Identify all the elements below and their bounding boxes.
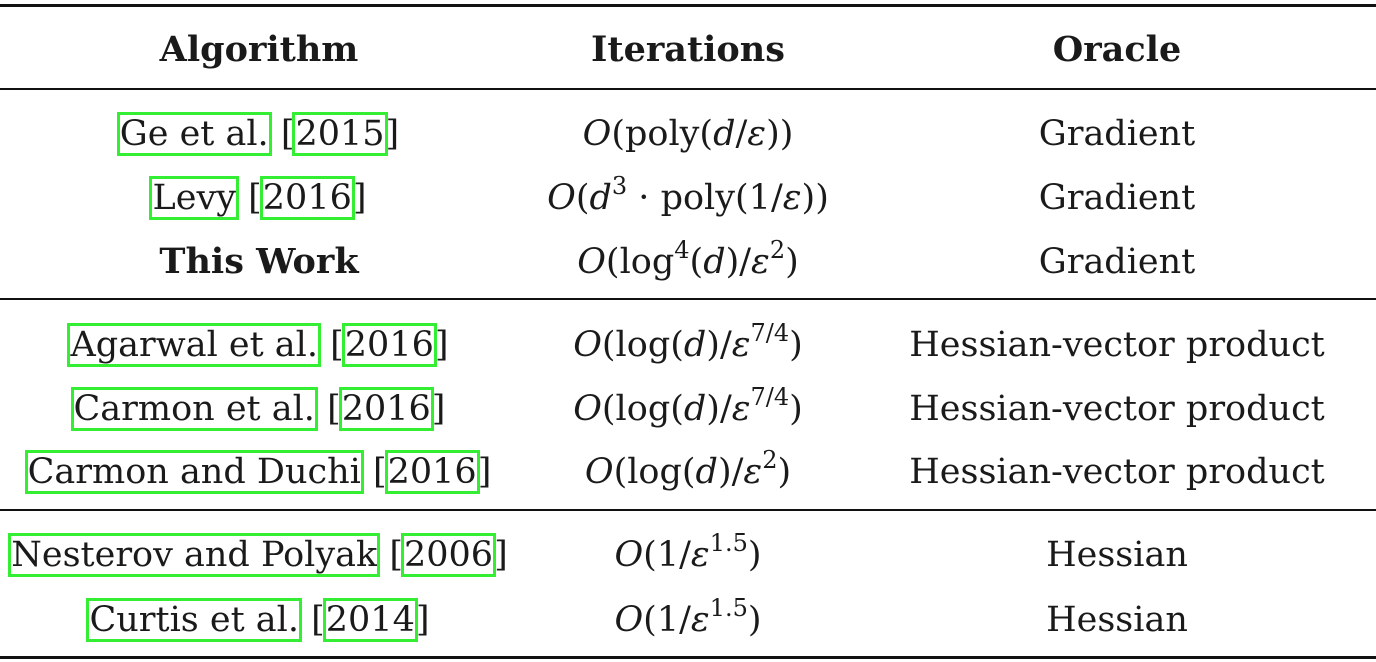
header-iterations: Iterations	[591, 29, 785, 70]
iterations-cell: O(log(d)/ε2)	[584, 446, 792, 492]
table-row: Levy [2016] O(d3 · poly(1/ε)) Gradient	[0, 172, 1376, 224]
iterations-cell: O(1/ε1.5)	[614, 529, 762, 575]
author-link[interactable]: Carmon and Duchi	[24, 450, 364, 494]
author-link[interactable]: Curtis et al.	[86, 598, 302, 642]
algorithm-cell: This Work	[159, 241, 359, 282]
bracket-close: ]	[415, 600, 430, 640]
year-link[interactable]: 2016	[384, 450, 480, 494]
iterations-cell: O(d3 · poly(1/ε))	[547, 172, 829, 218]
year-link[interactable]: 2015	[292, 112, 388, 156]
author-link[interactable]: Carmon et al.	[70, 387, 318, 431]
algorithm-cell: Agarwal et al. [2016]	[0, 319, 518, 371]
bracket-close: ]	[385, 114, 400, 154]
table-row: Carmon and Duchi [2016] O(log(d)/ε2) Hes…	[0, 446, 1376, 498]
oracle-cell: Hessian	[1046, 535, 1188, 575]
oracle-cell: Gradient	[1038, 114, 1196, 154]
iterations-cell: O(log(d)/ε7/4)	[573, 383, 803, 429]
year-link[interactable]: 2016	[341, 323, 437, 367]
bracket-open: [	[269, 114, 295, 154]
iterations-cell: O(1/ε1.5)	[614, 594, 762, 640]
author-link[interactable]: Agarwal et al.	[67, 323, 321, 367]
bracket-close: ]	[494, 535, 508, 575]
author-link[interactable]: Nesterov and Polyak	[8, 533, 381, 577]
table-header: Algorithm Iterations Oracle	[0, 24, 1376, 76]
algorithm-cell: Carmon et al. [2016]	[0, 383, 518, 435]
year-link[interactable]: 2016	[338, 387, 434, 431]
bracket-close: ]	[434, 325, 449, 365]
algorithm-cell: Levy [2016]	[0, 172, 518, 224]
table-row: Carmon et al. [2016] O(log(d)/ε7/4) Hess…	[0, 383, 1376, 435]
header-oracle: Oracle	[1052, 29, 1182, 70]
algorithm-cell: Carmon and Duchi [2016]	[0, 446, 518, 498]
table-row: Curtis et al. [2014] O(1/ε1.5) Hessian	[0, 594, 1376, 646]
iterations-cell: O(log(d)/ε7/4)	[573, 319, 803, 365]
oracle-cell: Gradient	[1038, 242, 1196, 282]
oracle-cell: Hessian-vector product	[909, 452, 1325, 492]
oracle-cell: Gradient	[1038, 178, 1196, 218]
year-link[interactable]: 2014	[322, 598, 418, 642]
algorithm-cell: Ge et al. [2015]	[0, 108, 518, 160]
group-rule-1	[0, 298, 1376, 300]
year-link[interactable]: 2016	[259, 176, 355, 220]
table-row: Ge et al. [2015] O(poly(d/ε)) Gradient	[0, 108, 1376, 160]
oracle-cell: Hessian-vector product	[909, 389, 1325, 429]
bracket-open: [	[361, 452, 387, 492]
year-link[interactable]: 2006	[400, 533, 497, 577]
header-rule	[0, 88, 1376, 90]
author-link[interactable]: Ge et al.	[116, 112, 272, 156]
top-rule	[0, 4, 1376, 7]
table-row: Agarwal et al. [2016] O(log(d)/ε7/4) Hes…	[0, 319, 1376, 371]
algorithm-cell: Curtis et al. [2014]	[0, 594, 518, 646]
bracket-open: [	[315, 389, 341, 429]
group-rule-2	[0, 509, 1376, 511]
author-link[interactable]: Levy	[149, 176, 239, 220]
bracket-open: [	[319, 325, 344, 365]
header-algorithm: Algorithm	[159, 29, 359, 70]
table-row: Nesterov and Polyak [2006] O(1/ε1.5) Hes…	[0, 529, 1376, 581]
oracle-cell: Hessian-vector product	[909, 325, 1325, 365]
bracket-close: ]	[477, 452, 492, 492]
bracket-open: [	[237, 178, 262, 218]
table-row: This Work O(log4(d)/ε2) Gradient	[0, 236, 1376, 288]
oracle-cell: Hessian	[1046, 600, 1188, 640]
bracket-open: [	[378, 535, 403, 575]
algorithm-cell: Nesterov and Polyak [2006]	[0, 529, 518, 581]
bottom-rule	[0, 656, 1376, 659]
iterations-cell: O(log4(d)/ε2)	[577, 236, 799, 282]
bracket-open: [	[299, 600, 325, 640]
bracket-close: ]	[352, 178, 367, 218]
iterations-cell: O(poly(d/ε))	[582, 114, 794, 154]
bracket-close: ]	[431, 389, 446, 429]
